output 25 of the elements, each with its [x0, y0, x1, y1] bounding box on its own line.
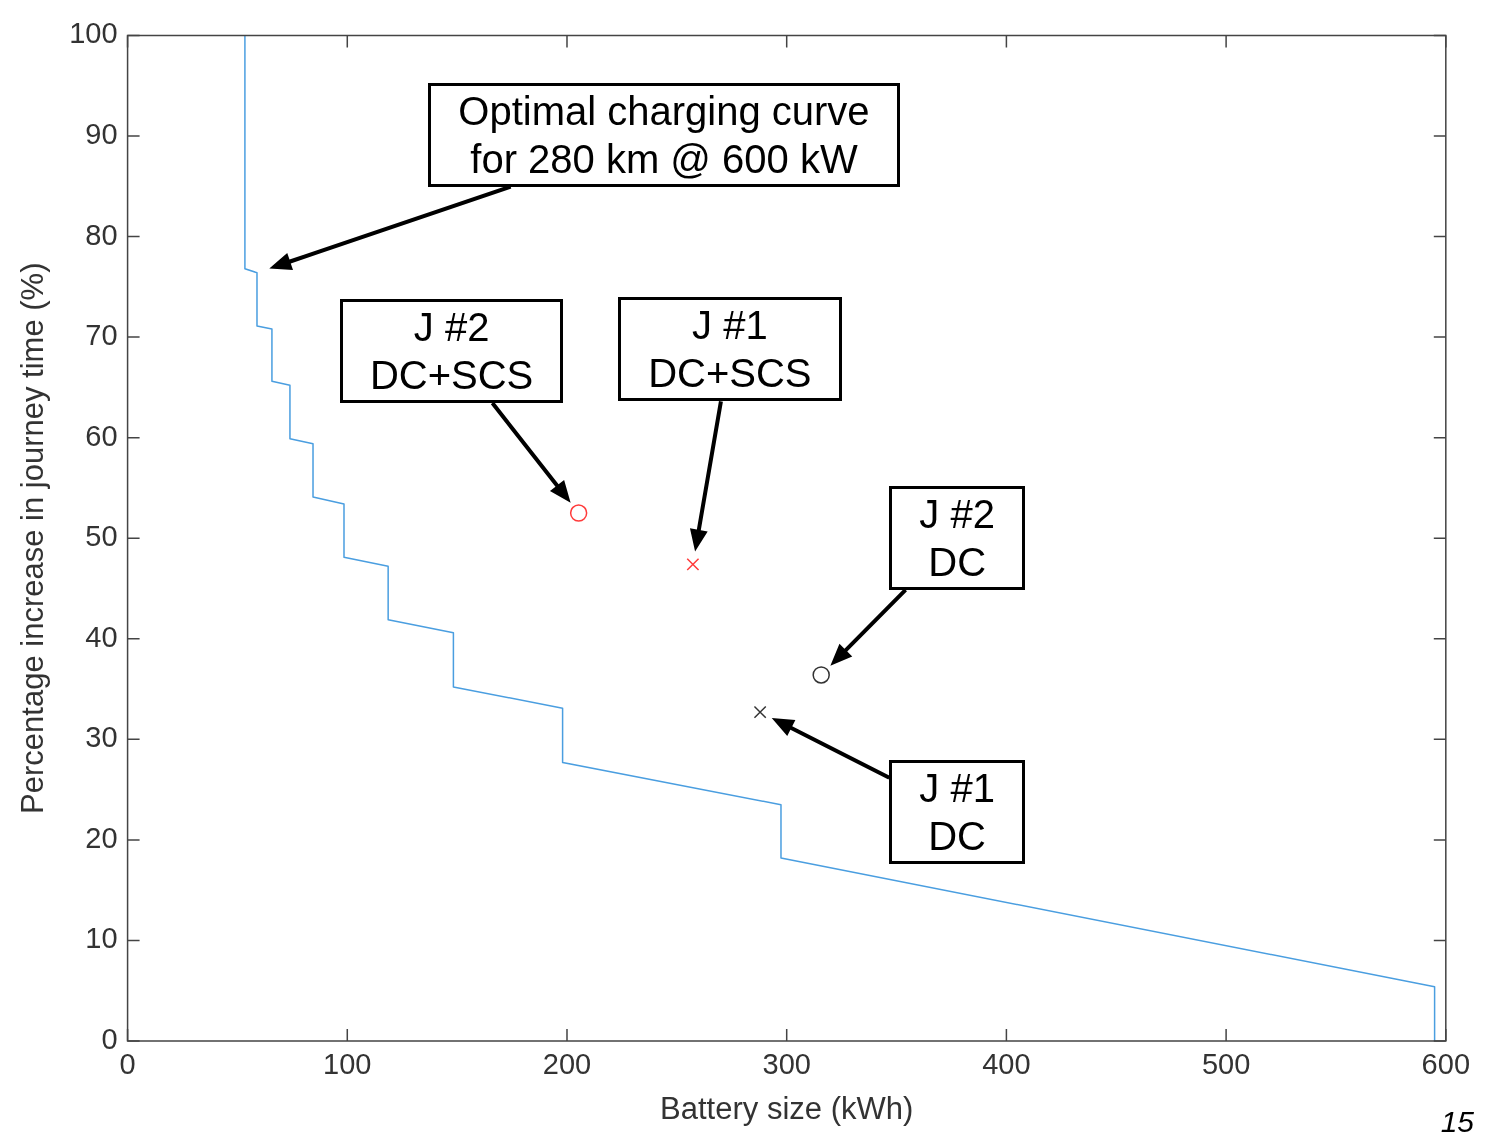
y-tick-label: 50 — [85, 520, 118, 553]
annotation: J #1 DC+SCS — [647, 302, 813, 398]
y-tick-label: 80 — [85, 218, 118, 251]
y-tick-label: 100 — [69, 17, 118, 50]
x-tick-label: 400 — [982, 1048, 1031, 1081]
y-tick-label: 10 — [85, 922, 118, 955]
y-tick-label: 70 — [85, 319, 118, 352]
y-tick-label: 60 — [85, 419, 118, 452]
y-tick-label: 30 — [85, 721, 118, 754]
y-tick-label: 20 — [85, 821, 118, 854]
y-tick-label: 0 — [101, 1023, 118, 1055]
x-tick-label: 200 — [542, 1048, 592, 1081]
annotation: Optimal charging curve for 280 km @ 600 kW — [457, 87, 871, 183]
x-tick-label: 100 — [323, 1048, 372, 1081]
annotation: J #2 DC — [918, 490, 996, 586]
x-tick-label: 300 — [762, 1048, 811, 1081]
text: 15 — [1440, 1105, 1474, 1139]
x-tick-label: 500 — [1201, 1048, 1251, 1081]
annotation: J #2 DC+SCS — [368, 304, 535, 400]
x-axis-title: Battery size (kWh) — [660, 1090, 914, 1126]
annotation: J #1 DC — [918, 765, 996, 861]
y-axis-title: Percentage increase in journey time (%) — [15, 262, 51, 814]
y-tick-label: 40 — [85, 620, 118, 653]
y-tick-label: 90 — [85, 117, 118, 150]
x-tick-label: 600 — [1421, 1048, 1470, 1081]
